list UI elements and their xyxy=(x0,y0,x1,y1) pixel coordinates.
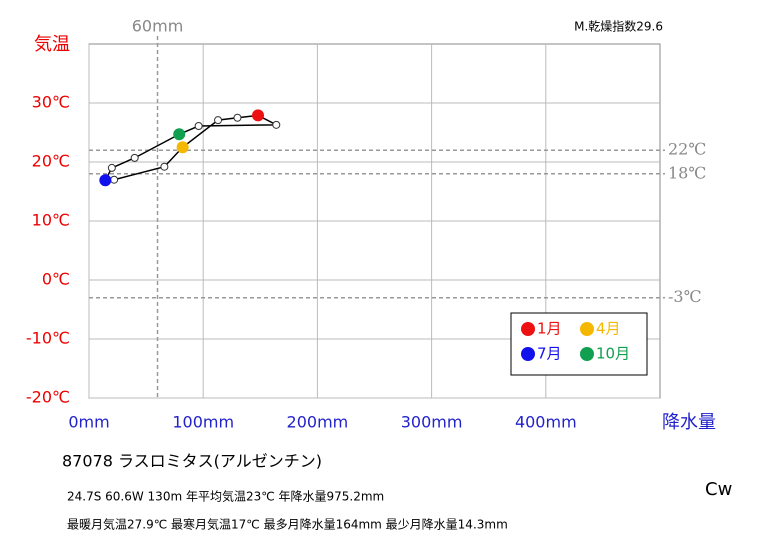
reference-label: -3℃ xyxy=(668,287,701,306)
y-tick-label: -10℃ xyxy=(26,329,70,348)
x-tick-label: 200mm xyxy=(287,413,349,432)
month-point xyxy=(107,163,116,172)
climate-class: Cw xyxy=(705,479,732,500)
station-name: 87078 ラスロミタス(アルゼンチン) xyxy=(62,452,322,471)
reference-label: 18℃ xyxy=(668,163,706,182)
legend-label: 10月 xyxy=(596,345,630,363)
x-tick-label: 300mm xyxy=(401,413,463,432)
x-axis-label: 降水量 xyxy=(662,412,716,433)
y-tick-label: -20℃ xyxy=(26,388,70,407)
station-info: 24.7S 60.6W 130m 年平均気温23℃ 年降水量975.2mm xyxy=(67,489,384,504)
month-point xyxy=(252,109,265,122)
chart-title: M.乾燥指数29.6 xyxy=(574,19,663,34)
y-tick-label: 30℃ xyxy=(32,93,70,112)
reference-label: 22℃ xyxy=(668,140,706,159)
legend-label: 1月 xyxy=(537,320,562,338)
month-point xyxy=(233,113,242,122)
month-point xyxy=(272,120,281,129)
y-tick-label: 10℃ xyxy=(32,211,70,230)
month-point xyxy=(160,162,169,171)
station-extremes: 最暖月気温27.9℃ 最寒月気温17℃ 最多月降水量164mm 最少月降水量14… xyxy=(67,517,508,532)
month-point xyxy=(194,122,203,131)
month-point xyxy=(110,175,119,184)
x-tick-label: 400mm xyxy=(515,413,577,432)
month-point xyxy=(173,128,186,141)
legend-box xyxy=(510,312,648,376)
reference-label: 60mm xyxy=(132,17,184,36)
y-axis-label: 気温 xyxy=(34,34,70,55)
month-point xyxy=(99,174,112,187)
x-tick-label: 0mm xyxy=(68,413,109,432)
x-tick-label: 100mm xyxy=(172,413,234,432)
month-point xyxy=(214,116,223,125)
legend-label: 7月 xyxy=(537,345,562,363)
y-tick-label: 0℃ xyxy=(42,270,70,289)
month-point xyxy=(130,153,139,162)
y-tick-label: 20℃ xyxy=(32,152,70,171)
climate-loop xyxy=(104,114,277,182)
legend-marker xyxy=(580,322,594,336)
legend-label: 4月 xyxy=(596,320,621,338)
legend-marker xyxy=(521,322,535,336)
legend-marker xyxy=(521,347,535,361)
month-point xyxy=(176,141,189,154)
legend-marker xyxy=(580,347,594,361)
